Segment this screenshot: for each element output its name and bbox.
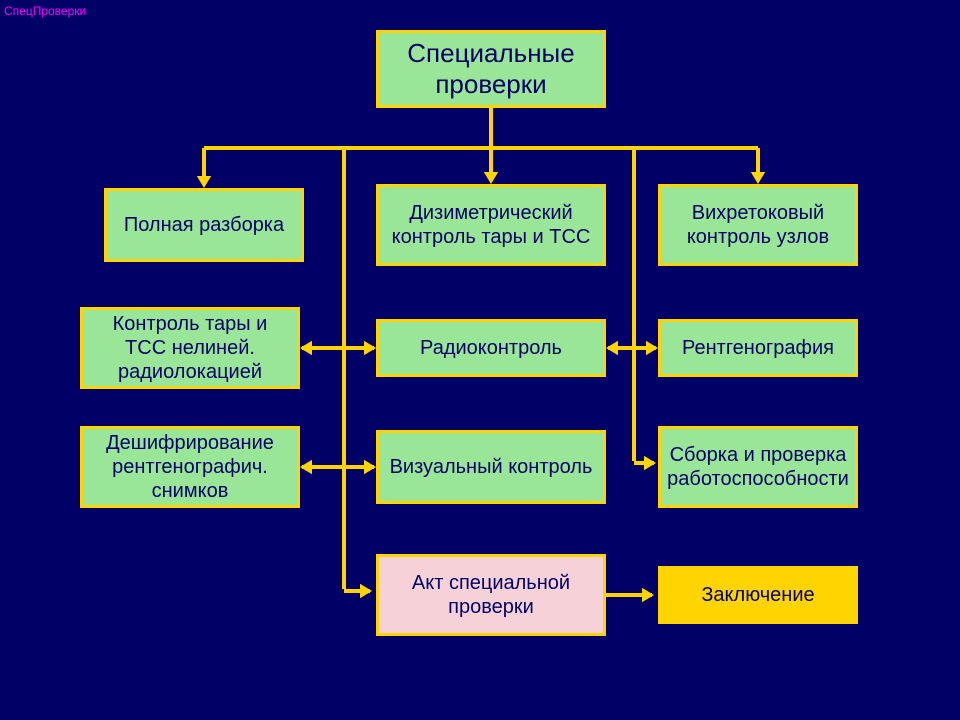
node-r3c1: Дешифрирование рентгенографич. снимков	[80, 426, 300, 508]
node-r4c2: Акт специальной проверки	[376, 554, 606, 636]
node-r2c3: Рентгенография	[658, 319, 858, 377]
node-r2c2: Радиоконтроль	[376, 319, 606, 377]
slide-header: СпецПроверки	[4, 4, 86, 18]
node-r1c3: Вихретоковый контроль узлов	[658, 184, 858, 266]
node-r4c3: Заключение	[658, 566, 858, 624]
node-r1c2: Дизиметрический контроль тары и ТСС	[376, 184, 606, 266]
node-title: Специальные проверки	[376, 30, 606, 108]
node-r3c3: Сборка и проверка работоспособности	[658, 426, 858, 508]
node-r2c1: Контроль тары и ТСС нелиней. радиолокаци…	[80, 307, 300, 389]
node-r3c2: Визуальный контроль	[376, 430, 606, 504]
diagram-stage: СпецПроверки Специальные проверки Полная …	[0, 0, 960, 720]
node-r1c1: Полная разборка	[104, 188, 304, 262]
